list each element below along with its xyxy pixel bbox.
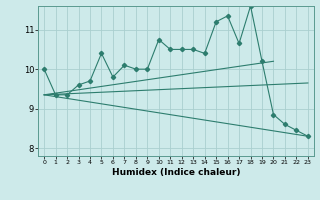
X-axis label: Humidex (Indice chaleur): Humidex (Indice chaleur) <box>112 168 240 177</box>
